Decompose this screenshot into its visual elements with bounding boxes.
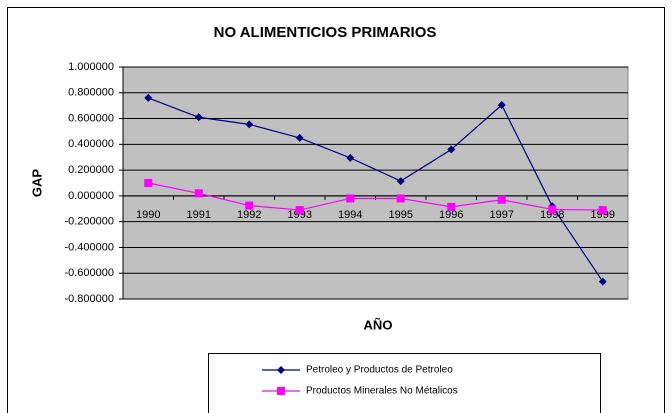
y-tick-label: 0.600000 [68, 112, 114, 124]
y-tick-label: 0.800000 [68, 87, 114, 99]
y-tick-label: -0.400000 [64, 241, 114, 253]
chart-title: NO ALIMENTICIOS PRIMARIOS [214, 24, 437, 41]
y-tick-label: 0.200000 [68, 164, 114, 176]
x-tick-label: 1994 [338, 209, 362, 221]
legend-box [208, 353, 601, 413]
plot-area [122, 66, 629, 300]
y-axis-title: GAP [29, 169, 44, 198]
y-tick-label: 0.400000 [68, 138, 114, 150]
x-tick-label: 1995 [389, 209, 413, 221]
y-tick-label: 1.000000 [68, 61, 114, 73]
x-axis-title: AÑO [364, 317, 393, 332]
data-point [144, 179, 153, 187]
data-point [295, 133, 304, 142]
data-point [245, 201, 254, 210]
data-point [598, 206, 607, 215]
x-tick-label: 1992 [237, 209, 261, 221]
y-tick-label: -0.200000 [64, 216, 114, 228]
data-point [194, 113, 203, 122]
legend-label: Productos Minerales No Métalicos [306, 386, 458, 397]
x-tick-label: 1993 [288, 209, 312, 221]
data-point [396, 177, 405, 186]
data-point [245, 120, 254, 129]
data-point [194, 189, 203, 198]
data-point [144, 93, 153, 102]
data-point [497, 195, 506, 204]
data-point [295, 206, 304, 215]
series-line [148, 182, 603, 211]
data-point [346, 194, 355, 203]
series-line [148, 97, 604, 282]
legend-marker [277, 387, 285, 395]
x-tick-label: 1997 [490, 209, 514, 221]
x-tick-label: 1996 [439, 209, 463, 221]
x-tick-label: 1999 [591, 209, 615, 221]
y-tick-label: 0.000000 [68, 190, 114, 202]
data-point [396, 194, 405, 203]
x-tick-label: 1991 [187, 209, 211, 221]
data-point [548, 205, 557, 214]
x-tick-label: 1990 [136, 209, 160, 221]
data-point [346, 153, 355, 162]
legend-label: Petroleo y Productos de Petroleo [306, 365, 453, 376]
y-tick-label: -0.600000 [64, 267, 114, 279]
data-point [497, 101, 506, 110]
data-point [598, 277, 607, 286]
legend-marker [277, 366, 285, 374]
y-tick-label: -0.800000 [64, 293, 114, 305]
data-point [447, 202, 456, 211]
x-tick-label: 1998 [540, 209, 564, 221]
data-point [447, 145, 456, 154]
